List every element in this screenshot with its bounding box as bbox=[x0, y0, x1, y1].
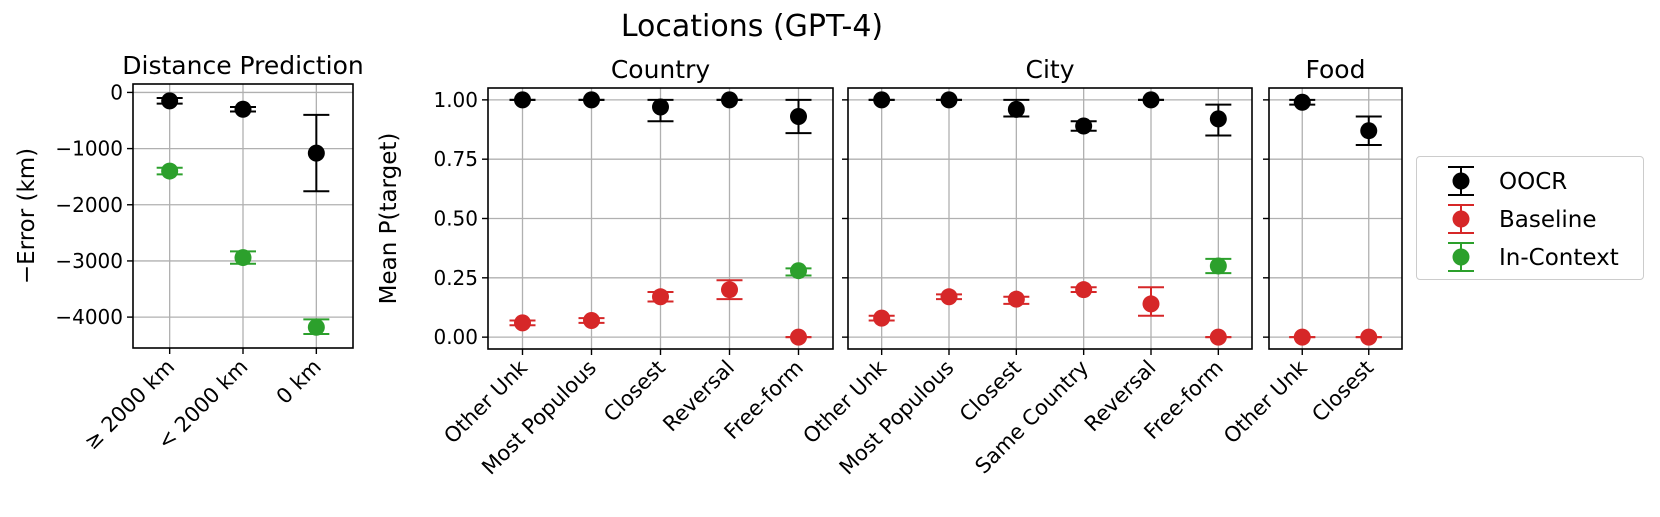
data-point-baseline-other-unk bbox=[873, 309, 891, 327]
data-point-baseline-reversal bbox=[721, 281, 738, 299]
data-point-oocr-same-country bbox=[1075, 117, 1093, 135]
legend-marker-oocr-icon bbox=[1448, 166, 1474, 196]
panel-distance: 0−1000−2000−3000−4000≥ 2000 km< 2000 km 0… bbox=[14, 51, 364, 454]
legend-marker-baseline-icon bbox=[1448, 204, 1474, 234]
data-point-oocr-most-populous bbox=[583, 91, 600, 109]
data-point-oocr-other-unk bbox=[514, 91, 531, 109]
data-point-baseline-closest bbox=[1360, 328, 1378, 346]
data-point-baseline-most-populous bbox=[583, 312, 600, 330]
data-point-baseline-other-unk bbox=[514, 314, 531, 332]
data-point-baseline-other-unk bbox=[1293, 328, 1311, 346]
y-tick-label: 1.00 bbox=[433, 88, 478, 112]
data-point-oocr-closest bbox=[1360, 122, 1378, 140]
legend-label-baseline: Baseline bbox=[1499, 207, 1597, 233]
legend: OOCR Baseline In-Context bbox=[1416, 156, 1644, 280]
data-point-oocr-2000-km bbox=[234, 100, 252, 118]
y-tick-label: −2000 bbox=[55, 193, 123, 217]
x-tick-label-closest: Closest bbox=[599, 356, 670, 427]
y-tick-label: −3000 bbox=[55, 249, 123, 273]
data-point-in-context-2000-km bbox=[161, 162, 179, 180]
figure-title: Locations (GPT-4) bbox=[621, 9, 883, 44]
data-point-oocr-closest bbox=[652, 98, 669, 116]
y-tick-label: 0.50 bbox=[433, 207, 478, 231]
y-tick-label: −4000 bbox=[55, 305, 123, 329]
legend-item-oocr: OOCR bbox=[1417, 163, 1643, 199]
data-point-oocr-free-form bbox=[1209, 110, 1227, 128]
y-tick-label: −1000 bbox=[55, 137, 123, 161]
panel-title-country: Country bbox=[611, 55, 711, 84]
panel-title-food: Food bbox=[1306, 55, 1366, 84]
data-point-baseline-most-populous bbox=[940, 288, 958, 306]
data-point-oocr-free-form bbox=[790, 107, 807, 125]
y-axis-label-country: Mean P(target) bbox=[376, 133, 402, 305]
data-point-baseline-closest bbox=[1007, 290, 1025, 308]
x-tick-label-closest: Closest bbox=[1307, 356, 1378, 427]
data-point-in-context-0-km bbox=[307, 318, 325, 336]
y-tick-label: 0.25 bbox=[433, 266, 478, 290]
data-point-baseline-same-country bbox=[1075, 281, 1093, 299]
panel-title-distance: Distance Prediction bbox=[122, 51, 363, 80]
data-point-baseline-reversal bbox=[1142, 295, 1160, 313]
data-point-in-context-free-form bbox=[790, 262, 807, 280]
x-tick-label-0-km: 0 km bbox=[272, 355, 326, 409]
y-axis-label-distance: −Error (km) bbox=[14, 148, 40, 284]
legend-label-oocr: OOCR bbox=[1499, 169, 1568, 195]
data-point-oocr-reversal bbox=[721, 91, 738, 109]
data-point-in-context-free-form bbox=[1209, 257, 1227, 275]
panel-title-city: City bbox=[1026, 55, 1075, 84]
data-point-oocr-2000-km bbox=[161, 92, 179, 110]
data-point-oocr-other-unk bbox=[1293, 93, 1311, 111]
legend-item-baseline: Baseline bbox=[1417, 201, 1643, 237]
data-point-baseline-free-form bbox=[1209, 328, 1227, 346]
data-point-oocr-reversal bbox=[1142, 91, 1160, 109]
y-tick-label: 0.75 bbox=[433, 147, 478, 171]
data-point-oocr-most-populous bbox=[940, 91, 958, 109]
y-tick-label: 0 bbox=[110, 80, 123, 104]
data-point-oocr-other-unk bbox=[873, 91, 891, 109]
data-point-oocr-closest bbox=[1007, 100, 1025, 118]
data-point-in-context-2000-km bbox=[234, 249, 252, 267]
legend-label-in-context: In-Context bbox=[1499, 245, 1619, 271]
data-point-baseline-closest bbox=[652, 288, 669, 306]
y-tick-label: 0.00 bbox=[433, 325, 478, 349]
x-tick-label-most-populous: Most Populous bbox=[835, 356, 959, 480]
x-tick-label-same-country: Same Country bbox=[970, 356, 1093, 479]
legend-marker-in-context-icon bbox=[1448, 242, 1474, 272]
data-point-baseline-free-form bbox=[790, 328, 807, 346]
x-tick-label-other-unk: Other Unk bbox=[1219, 355, 1312, 448]
legend-item-in-context: In-Context bbox=[1417, 239, 1643, 275]
data-point-oocr-0-km bbox=[307, 144, 325, 162]
